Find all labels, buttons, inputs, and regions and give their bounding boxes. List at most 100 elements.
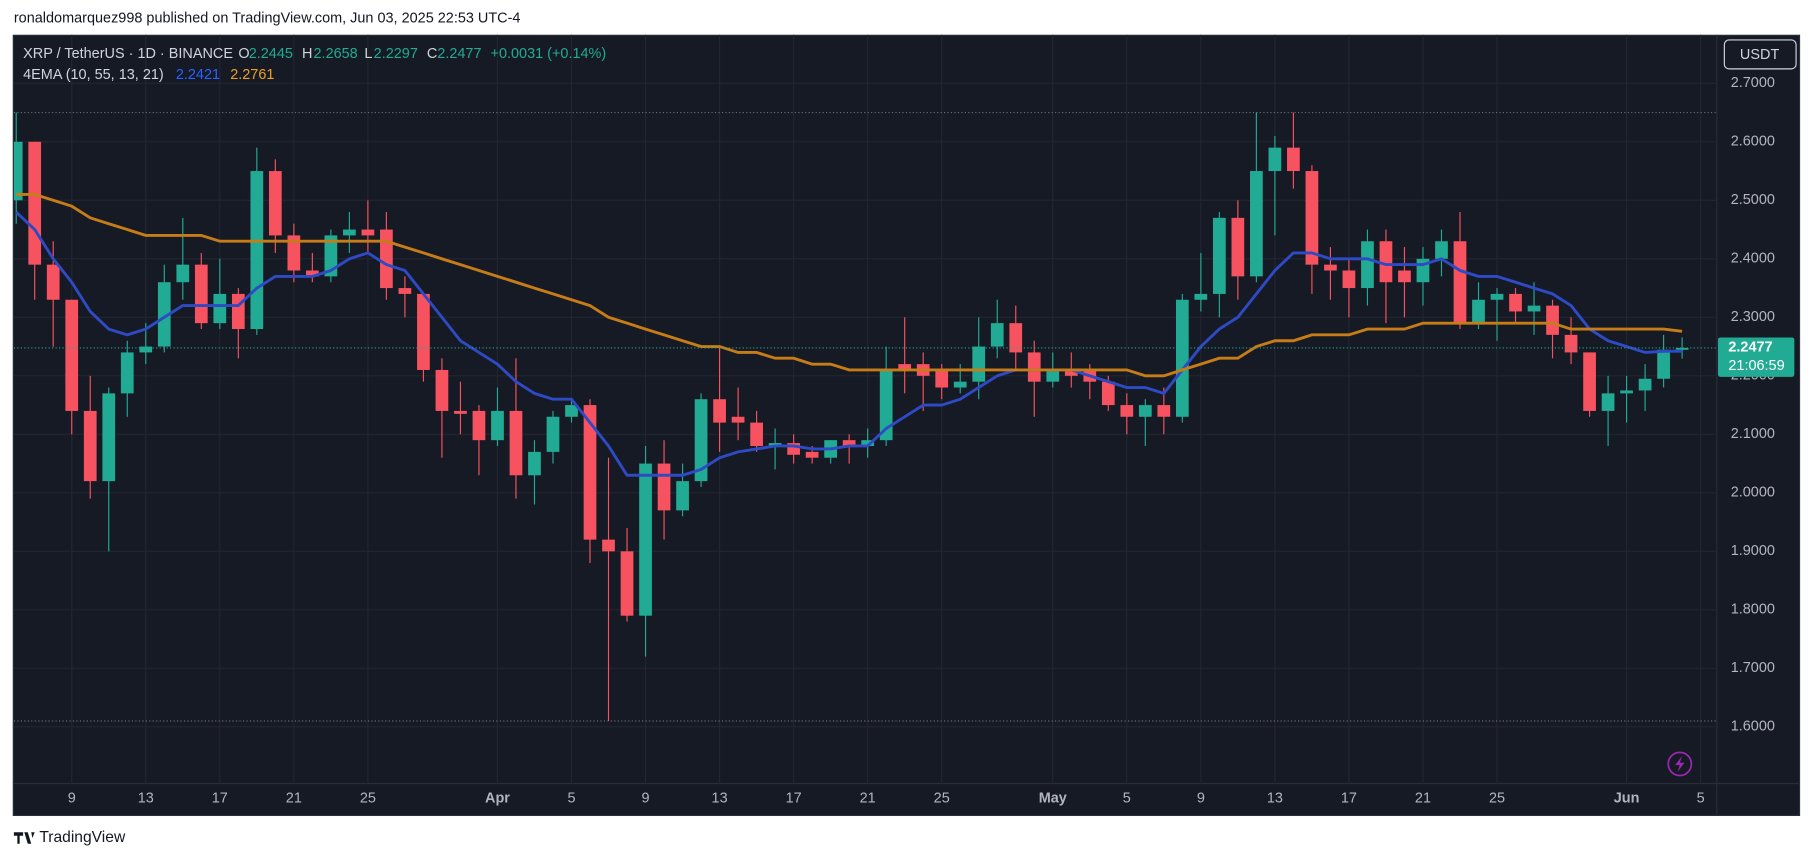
candle-body: [861, 440, 875, 447]
candle-body: [1046, 369, 1060, 382]
candle-body: [1490, 293, 1504, 300]
candle-body: [565, 405, 578, 417]
ohlc-value: 2.2445: [249, 46, 293, 62]
candle-body: [1120, 405, 1134, 417]
candle-body: [287, 235, 301, 271]
candle-body: [305, 270, 319, 277]
candle-body: [546, 416, 560, 452]
candle-body: [1398, 270, 1411, 283]
plot: [13, 112, 1717, 722]
candle-body: [1287, 147, 1300, 172]
candle-body: [1583, 352, 1596, 411]
indicator: 4EMA (10, 55, 13, 21): [23, 67, 164, 83]
x-tick-label: 5: [1697, 790, 1705, 806]
ohlc-label: L: [364, 46, 372, 62]
candle-body: [28, 141, 42, 265]
candle-body: [842, 440, 856, 447]
y-tick-label: 2.4000: [1731, 251, 1775, 267]
candle-body: [1435, 241, 1448, 259]
ohlc-value: 2.2477: [437, 46, 481, 62]
candle-body: [953, 381, 967, 388]
candle-body: [657, 463, 671, 511]
y-tick-label: 1.8000: [1731, 602, 1775, 618]
candle-body: [879, 369, 893, 441]
x-tick-label: 5: [567, 790, 575, 806]
candle-body: [1157, 405, 1171, 417]
candle-body: [1138, 405, 1152, 417]
currency-box[interactable]: [1723, 39, 1797, 70]
candle-body: [1064, 369, 1078, 376]
currency[interactable]: USDT: [1740, 47, 1780, 63]
candle-body: [1472, 299, 1485, 324]
symbol: XRP / TetherUS · 1D · BINANCE: [23, 46, 233, 62]
candle-body: [1379, 241, 1393, 283]
ohlc-label: O: [238, 46, 249, 62]
candle-body: [139, 346, 153, 353]
x-tick-label: 9: [642, 790, 650, 806]
x-tick-label: 17: [1341, 790, 1357, 806]
candle-body: [787, 443, 800, 455]
change: +0.0031 (+0.14%): [491, 46, 607, 62]
candle-body: [676, 481, 689, 511]
candle-body: [528, 451, 541, 476]
candle-body: [1231, 217, 1245, 277]
candle-body: [972, 346, 986, 382]
candle-body: [343, 229, 356, 236]
candle-body: [231, 293, 245, 330]
ohlc-value: 2.2658: [314, 46, 358, 62]
candle-body: [213, 293, 227, 324]
lightning-icon: [1675, 755, 1685, 773]
y-tick-label: 1.7000: [1731, 660, 1775, 676]
candle-body: [13, 141, 23, 201]
x-tick-label: 25: [934, 790, 950, 806]
candle-body: [1250, 171, 1263, 277]
candle-body: [324, 235, 338, 277]
y-tick-label: 2.1000: [1731, 426, 1775, 442]
candle-body: [1305, 171, 1319, 265]
candle-body: [1657, 349, 1670, 379]
candle-body: [639, 463, 652, 616]
candle-body: [417, 293, 430, 370]
ohlc-value: 2.2297: [374, 46, 418, 62]
countdown: 21:06:59: [1728, 358, 1784, 374]
x-tick-label: Apr: [485, 790, 510, 806]
candle-body: [509, 410, 523, 476]
ema-line: [15, 210, 1683, 477]
candle-body: [1527, 305, 1541, 312]
overlay: 2.2477 21:06:59: [1717, 337, 1795, 377]
candle-body: [361, 229, 375, 236]
chart-frame: [12, 34, 1801, 817]
candle-body: [83, 410, 97, 482]
x-tick-label: 5: [1123, 790, 1131, 806]
candle-body: [472, 410, 486, 441]
ema-line: [16, 193, 1683, 378]
candle-body: [102, 393, 116, 482]
lightning-icon[interactable]: [1667, 751, 1693, 777]
y-tick-label: 2.5000: [1731, 192, 1775, 208]
x-tick-label: 21: [286, 790, 302, 806]
candle-body: [935, 369, 949, 388]
candle-body: [1675, 347, 1689, 350]
candle-body: [805, 451, 819, 458]
y-tick-label: 2.3000: [1731, 309, 1775, 325]
candle-body: [46, 264, 60, 300]
x-tick-label: Jun: [1614, 790, 1640, 806]
candle-body: [990, 323, 1004, 347]
y-tick-label: 2.0000: [1731, 485, 1775, 501]
candle-body: [1268, 147, 1282, 172]
candle-body: [1027, 352, 1041, 382]
candle-body: [454, 410, 467, 414]
candle-body: [1564, 334, 1578, 353]
candle-body: [1212, 217, 1226, 294]
x-tick-label: 9: [68, 790, 76, 806]
candle-body: [1194, 293, 1208, 300]
candle-body: [1324, 264, 1337, 271]
ohlc-label: H: [302, 46, 312, 62]
candle-body: [898, 364, 912, 370]
candle-body: [250, 171, 264, 330]
candle-body: [583, 405, 597, 540]
candle-body: [65, 299, 79, 411]
indicator-value: 2.2421: [176, 67, 220, 83]
